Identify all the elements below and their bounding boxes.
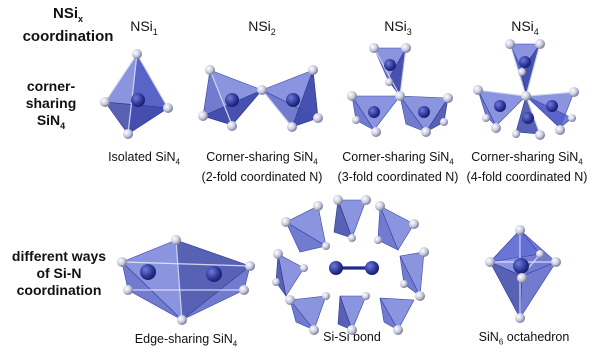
- si-atom: [131, 93, 145, 107]
- si-si-bond-structure: [272, 195, 429, 335]
- header-title-base: NSi: [52, 5, 78, 22]
- sin6-octahedron-structure: [485, 225, 561, 323]
- n-atom: [100, 97, 110, 107]
- caption-corner-2fold: Corner-sharing SiN4 (2-fold coordinated …: [201, 150, 323, 184]
- column-head-nsi4: NSi4: [511, 18, 539, 37]
- n-atom: [163, 103, 173, 113]
- caption-isolated: Isolated SiN4: [108, 150, 180, 167]
- header-title-sub: x: [78, 14, 84, 24]
- row-head-different-ways: different ways of Si-N coordination: [11, 248, 107, 298]
- header-title: NSix coordination: [18, 5, 118, 46]
- si-atom: [365, 261, 379, 275]
- column-head-nsi2: NSi2: [248, 18, 276, 37]
- header-title-line2: coordination: [22, 28, 114, 45]
- corner-sharing-3fold-structure: [347, 43, 453, 137]
- column-head-nsi3: NSi3: [384, 18, 412, 37]
- caption-corner-3fold: Corner-sharing SiN4 (3-fold coordinated …: [337, 150, 459, 184]
- caption-corner-4fold: Corner-sharing SiN4 (4-fold coordinated …: [466, 150, 588, 184]
- isolated-sin4-structure: [100, 49, 173, 139]
- caption-sin6-octahedron: SiN6 octahedron: [478, 330, 570, 347]
- column-head-nsi1: NSi1: [130, 18, 158, 37]
- n-atom: [123, 129, 133, 139]
- corner-sharing-2fold-structure: [198, 65, 323, 132]
- row-head-corner-sharing: corner- sharing SiN4: [25, 78, 77, 131]
- edge-sharing-sin4-structure: [117, 235, 255, 325]
- caption-edge-sharing: Edge-sharing SiN4: [134, 332, 238, 349]
- n-atom: [132, 49, 142, 59]
- caption-si-si-bond: Si-Si bond: [323, 330, 381, 344]
- corner-sharing-4fold-structure: [473, 39, 579, 140]
- si-atom: [329, 261, 343, 275]
